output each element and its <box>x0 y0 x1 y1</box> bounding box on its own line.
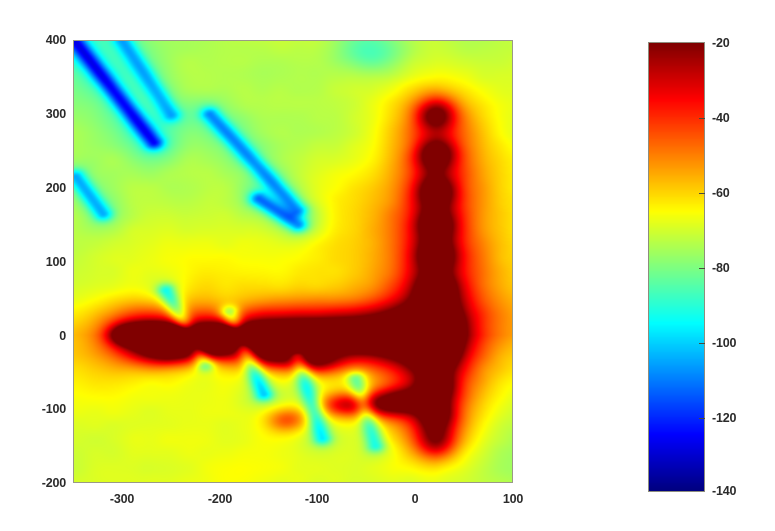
colorbar-tick-neg40: -40 <box>712 111 730 125</box>
colorbar-tick-neg60: -60 <box>712 186 730 200</box>
ytick-label-100: 100 <box>45 255 66 269</box>
ytick-label-300: 300 <box>45 107 66 121</box>
ytick-label-neg200: -200 <box>41 476 66 490</box>
colorbar-tick-neg140: -140 <box>712 484 737 498</box>
ytick-label-200: 200 <box>45 181 66 195</box>
ytick-label-400: 400 <box>45 33 66 47</box>
colorbar-tickmark-neg40 <box>699 118 705 119</box>
colorbar-tick-neg80: -80 <box>712 261 730 275</box>
xtick-label-neg200: -200 <box>207 492 233 506</box>
colorbar-tick-neg20: -20 <box>712 36 730 50</box>
xtick-label-0: 0 <box>411 492 419 506</box>
colorbar-tickmark-neg100 <box>699 343 705 344</box>
xtick-label-100: 100 <box>502 492 524 506</box>
colorbar-tick-neg120: -120 <box>712 411 737 425</box>
colorbar-tickmark-neg120 <box>699 418 705 419</box>
colorbar[interactable] <box>648 42 705 492</box>
ytick-label-0: 0 <box>59 329 66 343</box>
colorbar-tick-neg100: -100 <box>712 336 737 350</box>
ytick-label-neg100: -100 <box>41 402 66 416</box>
colorbar-tickmark-neg60 <box>699 193 705 194</box>
heatmap-image <box>74 41 512 482</box>
xtick-label-neg100: -100 <box>304 492 330 506</box>
heatmap-axes[interactable] <box>73 40 513 483</box>
xtick-label-neg300: -300 <box>109 492 135 506</box>
colorbar-tickmark-neg80 <box>699 268 705 269</box>
